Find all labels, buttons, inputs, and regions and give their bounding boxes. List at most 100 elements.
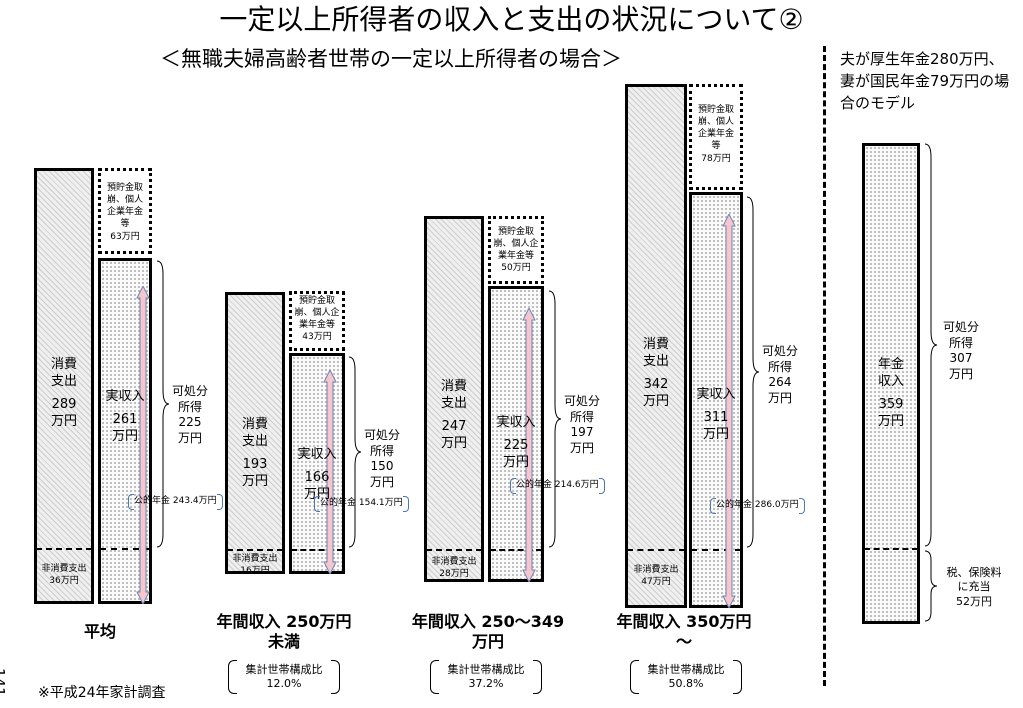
savings-label: 預貯金取 崩、個人 企業年金 等 78万円 <box>697 105 734 164</box>
consumption-value: 342 万円 <box>642 376 669 409</box>
model-income-label: 年金 収入 359 万円 <box>862 340 920 447</box>
ratio-value: 37.2% <box>468 677 504 690</box>
ratio-bracket-left <box>430 660 439 694</box>
consumption-value: 247 万円 <box>440 418 467 451</box>
savings-label: 預貯金取 崩、個人企 業年金等 43万円 <box>294 296 340 343</box>
income-label-text: 実収入 <box>105 388 145 404</box>
group-label: 年間収入 250万円未満 <box>216 612 352 651</box>
income-label-text: 実収入 <box>496 414 536 430</box>
ratio-badge: 集計世帯構成比 12.0% <box>228 660 340 694</box>
income-bar <box>289 353 345 574</box>
income-bar <box>488 286 544 582</box>
ratio-bracket-right <box>533 660 542 694</box>
nonconsumption-label: 非消費支出 16万円 <box>232 554 278 577</box>
ratio-bracket-left <box>228 660 237 694</box>
group-label: 年間収入 350万円～ <box>616 612 752 651</box>
nonconsumption-divider <box>426 549 482 551</box>
income-value: 311 万円 <box>702 409 729 442</box>
ratio-label: 集計世帯構成比 <box>447 663 525 676</box>
savings-box <box>289 291 345 351</box>
income-nonconsumption-divider <box>490 549 542 551</box>
group-label: 平均 <box>83 622 116 641</box>
pension-label: 公的年金 243.4万円 <box>128 494 223 510</box>
income-value: 261 万円 <box>111 411 138 444</box>
group-label: 年間収入 250～349万円 <box>411 612 565 651</box>
pension-label: 公的年金 154.1万円 <box>314 496 409 512</box>
pension-label: 公的年金 286.0万円 <box>710 498 805 514</box>
income-label: 実収入 225 万円 <box>492 398 540 488</box>
income-label: 実収入 166 万円 <box>293 430 341 520</box>
ratio-value: 12.0% <box>266 677 302 690</box>
savings-label: 預貯金取 崩、個人 企業年金 等 63万円 <box>106 183 143 242</box>
income-label: 実収入 311 万円 <box>693 370 739 460</box>
disposable-brace <box>156 260 170 548</box>
nonconsumption-divider <box>36 548 92 550</box>
model-tax-brace <box>924 550 938 622</box>
page-subtitle: ＜無職夫婦高齢者世帯の一定以上所得者の場合＞ <box>160 47 622 71</box>
model-income-value: 359 万円 <box>877 396 904 429</box>
model-income-bar <box>862 143 920 624</box>
model-divider <box>823 46 826 686</box>
income-nonconsumption-divider <box>100 548 150 550</box>
source-note: ※平成24年家計調査 <box>38 685 166 701</box>
income-bar <box>689 192 743 608</box>
disposable-label: 可処分 所得 264 万円 <box>761 344 798 405</box>
consumption-label-text: 消費 支出 <box>241 416 268 449</box>
model-disposable-label: 可処分 所得 307 万円 <box>942 320 979 381</box>
savings-box <box>689 84 743 190</box>
disposable-brace <box>348 356 362 548</box>
consumption-label: 消費 支出 247 万円 <box>424 362 484 469</box>
income-arrow <box>323 370 337 574</box>
disposable-label: 可処分 所得 197 万円 <box>563 394 600 455</box>
ratio-bracket-right <box>733 660 742 694</box>
ratio-label: 集計世帯構成比 <box>647 663 725 676</box>
income-value: 166 万円 <box>303 469 330 502</box>
ratio-bracket-left <box>630 660 639 694</box>
nonconsumption-label: 非消費支出 36万円 <box>41 564 87 587</box>
savings-label: 預貯金取 崩、個人企 業年金等 50万円 <box>493 227 539 274</box>
model-tax-divider <box>864 548 918 550</box>
consumption-bar <box>625 84 687 608</box>
disposable-label: 可処分 所得 150 万円 <box>363 428 400 489</box>
consumption-label: 消費 支出 289 万円 <box>34 340 94 447</box>
income-arrow <box>136 286 150 604</box>
page-title: 一定以上所得者の収入と支出の状況について② <box>219 3 804 36</box>
model-note: 夫が厚生年金280万円、妻が国民年金79万円の場合のモデル <box>840 50 1010 112</box>
disposable-brace <box>746 196 760 548</box>
page-number: 141 <box>0 668 8 697</box>
savings-box <box>488 216 544 284</box>
income-nonconsumption-divider <box>291 549 343 551</box>
income-label: 実収入 261 万円 <box>102 372 148 462</box>
nonconsumption-label: 非消費支出 28万円 <box>431 557 477 580</box>
model-disposable-brace <box>924 143 938 547</box>
consumption-value: 289 万円 <box>50 396 77 429</box>
nonconsumption-divider <box>227 549 283 551</box>
consumption-label: 消費 支出 342 万円 <box>625 320 687 427</box>
ratio-badge: 集計世帯構成比 50.8% <box>630 660 742 694</box>
nonconsumption-divider <box>627 549 685 551</box>
income-label-text: 実収入 <box>297 446 337 462</box>
consumption-value: 193 万円 <box>241 456 268 489</box>
consumption-label: 消費 支出 193 万円 <box>225 400 285 507</box>
model-tax-label: 税、保険料 に充当 52万円 <box>946 566 1002 608</box>
disposable-label: 可処分 所得 225 万円 <box>171 384 208 445</box>
consumption-label-text: 消費 支出 <box>440 378 467 411</box>
income-arrow <box>722 214 736 608</box>
income-value: 225 万円 <box>502 437 529 470</box>
savings-box <box>98 168 152 254</box>
consumption-label-text: 消費 支出 <box>642 336 669 369</box>
ratio-value: 50.8% <box>668 677 704 690</box>
ratio-badge: 集計世帯構成比 37.2% <box>430 660 542 694</box>
nonconsumption-label: 非消費支出 47万円 <box>633 565 679 588</box>
ratio-bracket-right <box>331 660 340 694</box>
consumption-label-text: 消費 支出 <box>50 356 77 389</box>
consumption-bar <box>424 216 484 582</box>
disposable-brace <box>548 290 562 548</box>
model-income-label-text: 年金 収入 <box>877 356 904 389</box>
consumption-bar <box>34 168 94 604</box>
consumption-bar <box>225 292 285 574</box>
pension-label: 公的年金 214.6万円 <box>510 478 605 494</box>
income-arrow <box>522 308 536 582</box>
income-label-text: 実収入 <box>696 386 736 402</box>
ratio-label: 集計世帯構成比 <box>245 663 323 676</box>
